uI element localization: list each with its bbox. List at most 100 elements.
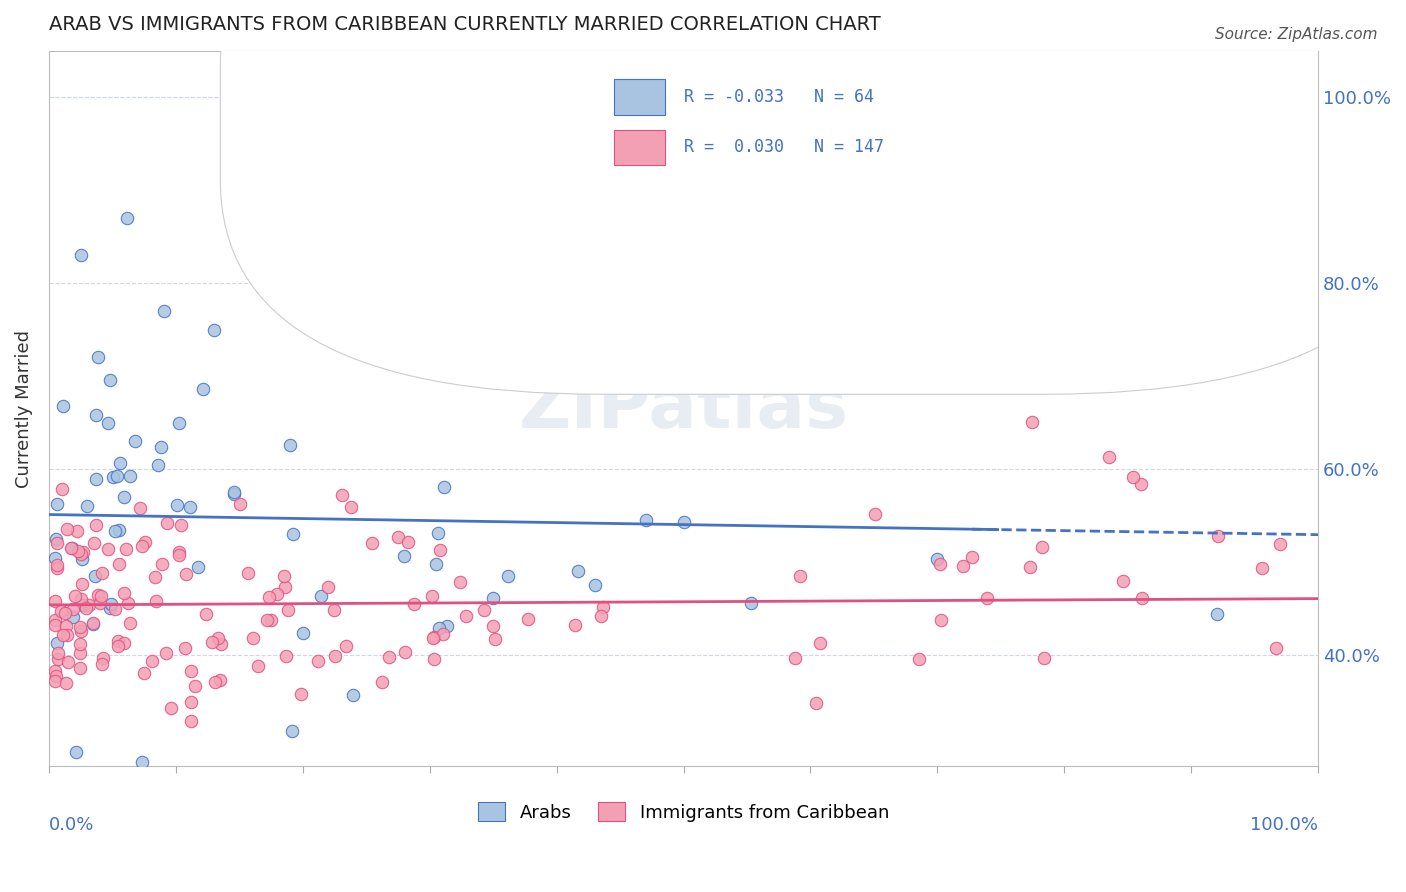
Point [976,591,998,605]
Text: 100.0%: 100.0% [1250,816,1319,834]
Point [449,575,471,590]
Point [276,648,298,663]
Point [425,557,447,571]
Point [1112,574,1135,588]
Point [1129,476,1152,491]
Point [170,518,193,533]
Point [46,497,69,511]
Point [86,351,108,365]
Point [423,651,446,665]
Point [45,558,67,572]
Point [108,456,131,470]
Point [564,617,586,632]
Point [184,679,207,693]
Point [928,557,950,571]
Point [70,551,93,566]
Point [76,499,98,513]
Point [93,651,115,665]
Point [330,488,353,502]
Point [1122,470,1144,484]
Point [134,534,156,549]
Point [378,650,401,665]
Point [108,558,131,572]
Point [361,535,384,549]
Point [44,674,66,689]
Point [180,695,202,709]
Point [98,601,121,615]
Point [436,619,458,633]
Point [63,589,86,603]
Point [394,549,416,563]
Point [1021,415,1043,429]
Point [45,669,67,683]
Point [420,589,443,603]
Point [1130,591,1153,606]
Point [46,652,69,666]
Point [160,701,183,715]
Point [45,536,67,550]
Point [46,561,69,575]
Point [86,518,108,533]
Point [309,589,332,603]
Point [398,535,420,549]
Point [44,613,66,627]
Point [150,440,173,454]
Point [124,434,146,448]
Point [107,639,129,653]
Point [69,661,91,675]
Point [118,469,141,483]
Point [44,664,66,678]
Point [70,548,93,562]
Text: ARAB VS IMMIGRANTS FROM CARIBBEAN CURRENTLY MARRIED CORRELATION CHART: ARAB VS IMMIGRANTS FROM CARIBBEAN CURREN… [49,15,880,34]
Point [423,630,446,644]
Point [84,569,107,583]
Point [44,617,66,632]
Point [107,633,129,648]
Point [281,724,304,739]
Point [65,745,87,759]
Point [429,543,451,558]
Point [340,500,363,515]
Point [112,636,135,650]
Point [56,655,79,669]
Point [44,594,66,608]
Point [277,602,299,616]
Point [145,594,167,608]
Bar [614,129,665,165]
Point [1032,651,1054,665]
Point [146,458,169,473]
Point [256,613,278,627]
Point [1265,641,1288,656]
Text: R = -0.033   N = 64: R = -0.033 N = 64 [683,88,873,106]
Point [60,541,83,555]
Point [55,619,77,633]
Point [169,416,191,430]
Point [187,560,209,574]
Point [672,515,695,529]
Point [960,549,983,564]
Point [67,544,90,558]
Point [44,550,66,565]
Point [180,714,202,729]
Point [426,526,449,541]
Text: ZIPatlas: ZIPatlas [519,374,849,443]
Point [1097,450,1119,465]
Point [222,487,245,501]
Point [97,541,120,556]
Bar [614,79,665,115]
Point [45,636,67,650]
Point [456,609,478,624]
Point [621,202,644,216]
FancyBboxPatch shape [221,0,1406,394]
Point [247,659,270,673]
Point [482,618,505,632]
Point [208,673,231,688]
Point [273,568,295,582]
Text: R =  0.030   N = 147: R = 0.030 N = 147 [683,138,883,156]
Point [427,622,450,636]
Point [907,652,929,666]
Point [1031,540,1053,554]
Point [112,490,135,504]
Point [335,640,357,654]
Point [120,616,142,631]
